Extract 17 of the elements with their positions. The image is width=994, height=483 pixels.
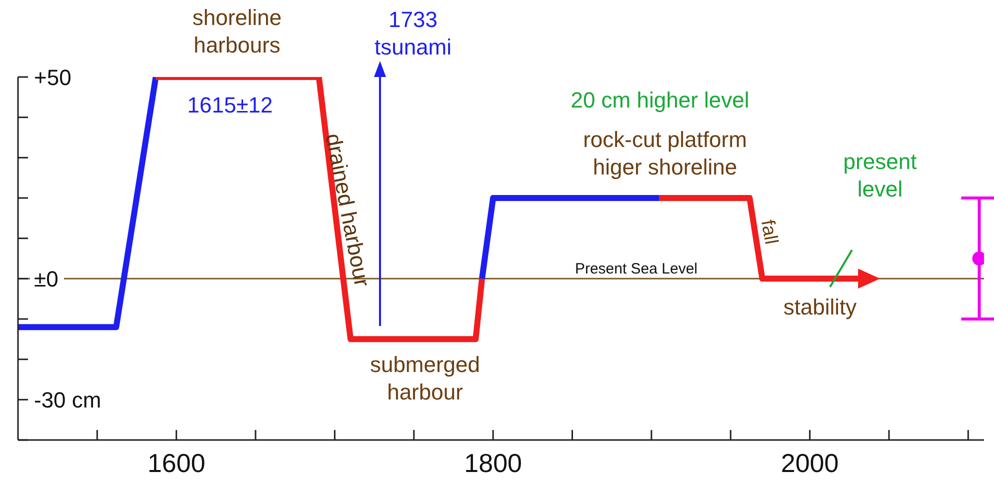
annotation: present level xyxy=(843,148,917,202)
y-tick-label: -30 cm xyxy=(34,388,102,413)
x-tick-label: 1600 xyxy=(147,448,206,478)
annotation: rock-cut platform higer shoreline xyxy=(583,126,747,180)
y-tick-label: ±0 xyxy=(34,266,58,292)
x-tick-label: 2000 xyxy=(780,448,839,478)
annotation: submerged harbour xyxy=(370,352,480,404)
annotation: fall xyxy=(756,218,782,246)
annotation: stability xyxy=(783,294,857,320)
annotation: drained harbour xyxy=(320,131,375,289)
annotation: 1615±12 xyxy=(187,92,273,118)
annotation: 20 cm higher level xyxy=(570,88,750,113)
ref-line-label: Present Sea Level xyxy=(574,260,698,278)
text: 1733 tsunami xyxy=(374,6,452,60)
y-tick-label: +50 xyxy=(34,65,72,90)
text: shoreline harbours xyxy=(192,4,282,58)
x-tick-label: 1800 xyxy=(464,448,522,478)
